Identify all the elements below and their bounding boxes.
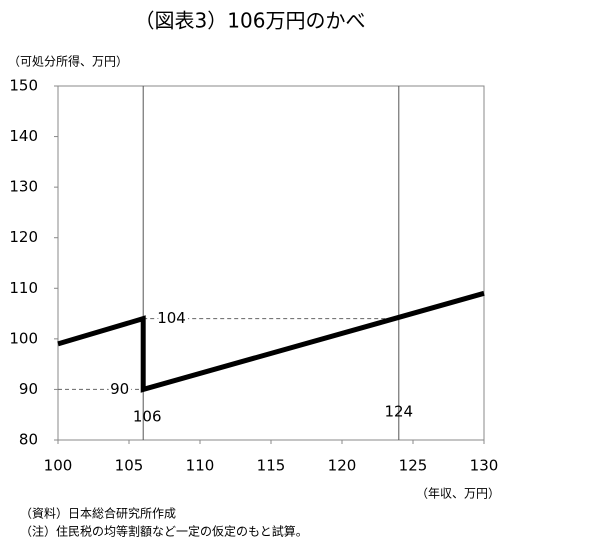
y-tick-label: 80 <box>19 431 38 449</box>
annotation-label: 124 <box>384 403 413 421</box>
x-tick-label: 105 <box>115 457 144 475</box>
note: （注）住民税の均等割額など一定の仮定のもと試算。 <box>20 524 308 539</box>
x-tick-label: 100 <box>44 457 73 475</box>
data-line <box>57 290 485 393</box>
y-tick-label: 120 <box>9 228 38 246</box>
x-tick-label: 130 <box>470 457 499 475</box>
x-axis-label: （年収、万円） <box>416 487 500 501</box>
chart-title: （図表3）106万円のかべ <box>135 9 366 33</box>
note: （資料）日本総合研究所作成 <box>20 506 176 521</box>
x-tick-label: 115 <box>257 457 286 475</box>
annotation-label: 104 <box>157 309 186 327</box>
x-tick-label: 120 <box>328 457 357 475</box>
annotation-label: 106 <box>133 408 162 426</box>
y-tick-label: 140 <box>9 127 38 145</box>
annotation-label: 90 <box>110 380 129 398</box>
x-tick-label: 125 <box>399 457 428 475</box>
y-tick-label: 130 <box>9 178 38 196</box>
y-tick-label: 100 <box>9 329 38 347</box>
x-tick-label: 110 <box>186 457 215 475</box>
y-tick-label: 150 <box>9 77 38 95</box>
y-tick-label: 90 <box>19 380 38 398</box>
y-axis-label: （可処分所得、万円） <box>8 54 128 69</box>
y-tick-label: 110 <box>9 279 38 297</box>
